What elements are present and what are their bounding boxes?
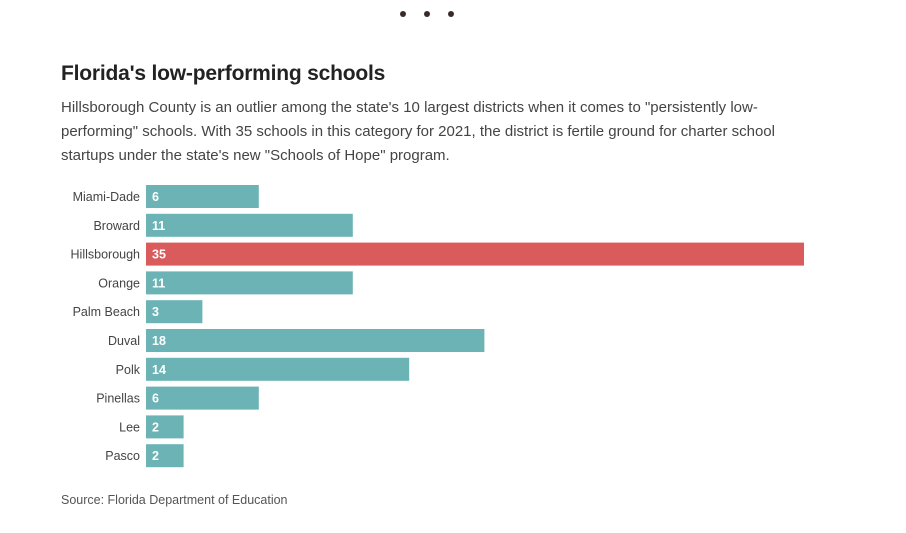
bar-value-label: 6 xyxy=(152,190,159,204)
source-note: Source: Florida Department of Education xyxy=(61,493,288,507)
dot-icon xyxy=(448,11,454,17)
bar-value-label: 11 xyxy=(152,276,165,290)
category-label: Polk xyxy=(116,363,141,377)
bar-chart: Miami-Dade 6 Broward 11 Hillsborough 35 Orange… xyxy=(71,185,804,468)
category-label: Miami-Dade xyxy=(73,190,140,204)
bar-value-label: 18 xyxy=(152,334,166,348)
bar-value-label: 11 xyxy=(152,219,165,233)
bar-hillsborough xyxy=(146,242,804,266)
category-label: Broward xyxy=(93,219,140,233)
category-label: Hillsborough xyxy=(71,248,141,262)
bar-value-label: 35 xyxy=(152,248,166,262)
more-options-menu[interactable] xyxy=(400,11,454,17)
dot-icon xyxy=(424,11,430,17)
category-label: Palm Beach xyxy=(73,305,140,319)
category-label: Orange xyxy=(98,276,140,290)
category-label: Pinellas xyxy=(96,392,140,406)
chart-title: Florida's low-performing schools xyxy=(61,62,386,85)
bar-value-label: 14 xyxy=(152,363,166,377)
category-label: Duval xyxy=(108,334,140,348)
dot-icon xyxy=(400,11,406,17)
bar-miami-dade xyxy=(146,185,259,208)
chart-subtitle: Hillsborough County is an outlier among … xyxy=(61,99,775,164)
bar-palm-beach xyxy=(146,300,203,324)
category-label: Lee xyxy=(119,420,140,434)
bar-value-label: 6 xyxy=(152,392,159,406)
category-label: Pasco xyxy=(105,449,140,463)
bar-lee xyxy=(146,415,184,439)
bar-polk xyxy=(146,357,410,381)
bar-pasco xyxy=(146,444,184,468)
bar-pinellas xyxy=(146,386,259,410)
bar-value-label: 3 xyxy=(152,305,159,319)
bar-broward xyxy=(146,213,353,237)
bar-orange xyxy=(146,271,353,295)
bar-value-label: 2 xyxy=(152,420,159,434)
bar-value-label: 2 xyxy=(152,449,159,463)
bar-duval xyxy=(146,329,485,352)
